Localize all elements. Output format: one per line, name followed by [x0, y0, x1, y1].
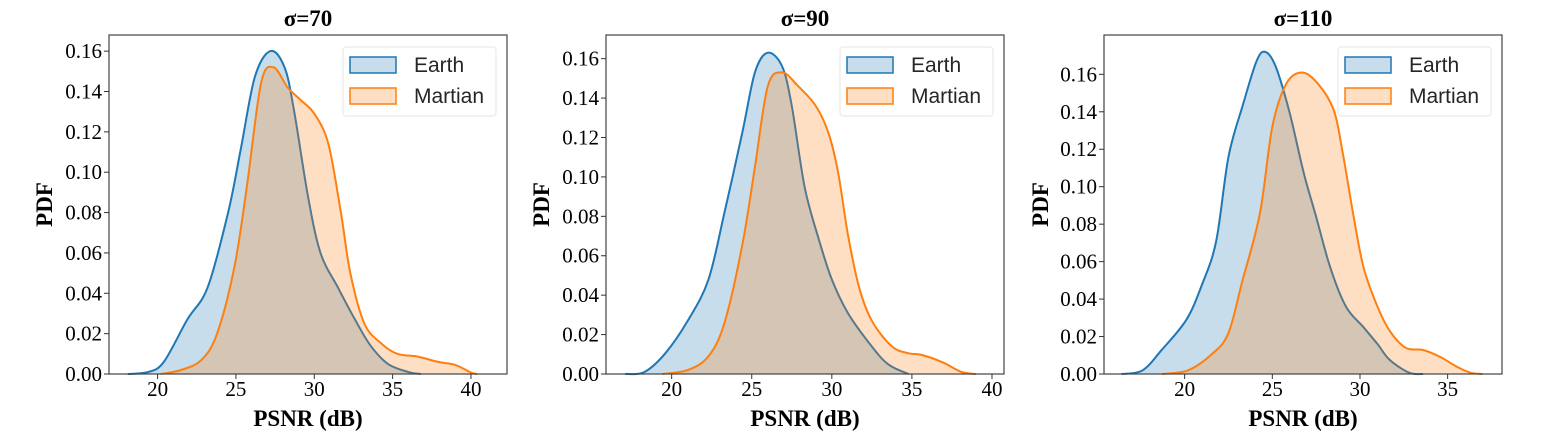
legend-label-martian: Martian: [1409, 85, 1479, 108]
series-line-earth: [625, 51, 910, 376]
x-tick-label: 30: [304, 377, 325, 401]
y-tick-label: 0.04: [1060, 287, 1097, 311]
y-tick-label: 0.02: [65, 322, 102, 346]
chart-title: σ=110: [1274, 6, 1333, 31]
series-line-martian: [661, 71, 977, 375]
x-tick-label: 40: [981, 377, 1002, 401]
y-tick-label: 0.08: [1060, 212, 1097, 236]
y-tick-label: 0.12: [562, 125, 599, 149]
y-tick-label: 0.16: [65, 39, 102, 63]
legend: Earth Martian: [1337, 46, 1492, 117]
x-tick-label: 20: [661, 377, 682, 401]
y-tick-label: 0.12: [1060, 137, 1097, 161]
x-axis-label: PSNR (dB): [253, 406, 362, 431]
y-tick-label: 0.14: [562, 86, 599, 110]
series-line-martian: [1161, 71, 1483, 375]
series-line-martian: [160, 65, 478, 375]
y-tick-label: 0.10: [1060, 175, 1097, 199]
legend-swatch-earth: [846, 56, 894, 74]
legend-swatch-martian: [1344, 87, 1392, 105]
axes-frame: [1103, 34, 1503, 375]
legend-label-martian: Martian: [911, 85, 981, 108]
axes-frame: [605, 34, 1005, 375]
y-tick-label: 0.04: [562, 283, 599, 307]
panel-2: 20 25 30 35 0.00 0.02 0.04 0.06 0.08 0.10 0.12 0.14…: [1028, 6, 1503, 431]
legend-box: [1337, 46, 1492, 117]
x-tick-label: 25: [225, 377, 246, 401]
series-fill-earth: [1121, 51, 1424, 375]
chart-title: σ=70: [284, 6, 333, 31]
x-tick-label: 20: [147, 377, 168, 401]
x-tick-label: 30: [1349, 377, 1370, 401]
y-tick-label: 0.06: [562, 244, 599, 268]
x-tick-label: 20: [1174, 377, 1195, 401]
legend-label-earth: Earth: [414, 54, 464, 77]
y-tick-label: 0.16: [1060, 62, 1097, 86]
legend-label-earth: Earth: [911, 54, 961, 77]
y-tick-label: 0.08: [65, 201, 102, 225]
x-tick-label: 35: [382, 377, 403, 401]
y-tick-label: 0.00: [562, 362, 599, 386]
y-tick-label: 0.10: [65, 160, 102, 184]
x-tick-label: 25: [1262, 377, 1283, 401]
series-fill-martian: [1161, 72, 1483, 374]
y-tick-label: 0.08: [562, 204, 599, 228]
panel-0: 20 25 30 35 40 0.00 0.02 0.04 0.06 0.08 0.10 0.12 0.…: [32, 6, 508, 431]
legend-swatch-martian: [846, 87, 894, 105]
x-tick-label: 40: [460, 377, 481, 401]
legend-box: [839, 46, 994, 117]
y-tick-label: 0.14: [65, 80, 102, 104]
y-tick-label: 0.12: [65, 120, 102, 144]
axes-frame: [108, 34, 508, 375]
y-tick-label: 0.02: [562, 323, 599, 347]
legend: Earth Martian: [342, 46, 497, 117]
series-fill-earth: [127, 50, 421, 375]
y-tick-label: 0.14: [1060, 100, 1097, 124]
series-fill-martian: [160, 66, 478, 374]
y-tick-label: 0.10: [562, 165, 599, 189]
x-axis-label: PSNR (dB): [1248, 406, 1357, 431]
legend-swatch-martian: [349, 87, 397, 105]
y-tick-label: 0.06: [65, 241, 102, 265]
y-tick-label: 0.04: [65, 281, 102, 305]
legend-label-earth: Earth: [1409, 54, 1459, 77]
y-tick-label: 0.00: [65, 362, 102, 386]
legend-swatch-earth: [349, 56, 397, 74]
legend-swatch-earth: [1344, 56, 1392, 74]
x-axis-label: PSNR (dB): [750, 406, 859, 431]
y-axis-label: PDF: [529, 182, 554, 227]
y-tick-label: 0.00: [1060, 362, 1097, 386]
x-tick-label: 30: [821, 377, 842, 401]
x-tick-label: 35: [1437, 377, 1458, 401]
panel-1: 20 25 30 35 40 0.00 0.02 0.04 0.06 0.08 0.10 0.12 0.…: [529, 6, 1005, 431]
legend-box: [342, 46, 497, 117]
y-tick-label: 0.16: [562, 47, 599, 71]
legend: Earth Martian: [839, 46, 994, 117]
legend-label-martian: Martian: [414, 85, 484, 108]
x-tick-label: 35: [901, 377, 922, 401]
series-fill-martian: [662, 72, 976, 374]
chart-title: σ=90: [781, 6, 830, 31]
y-axis-label: PDF: [32, 182, 57, 227]
y-tick-label: 0.02: [1060, 325, 1097, 349]
y-axis-label: PDF: [1028, 182, 1053, 227]
x-tick-label: 25: [741, 377, 762, 401]
series-line-earth: [127, 49, 421, 375]
series-line-earth: [1121, 50, 1424, 376]
y-tick-label: 0.06: [1060, 250, 1097, 274]
